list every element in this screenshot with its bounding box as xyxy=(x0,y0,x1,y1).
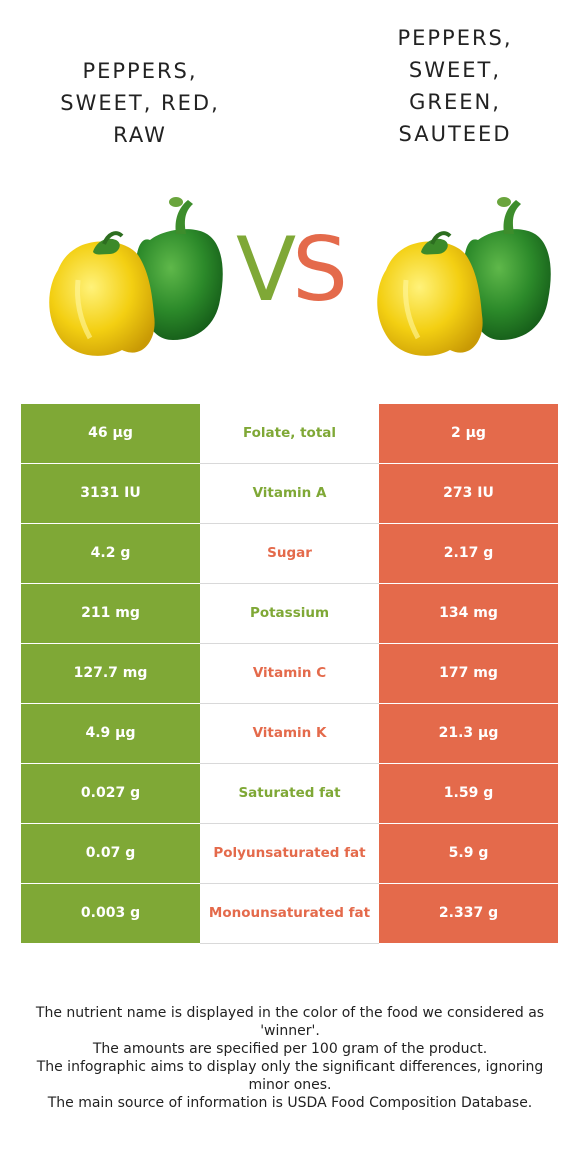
right-value: 21.3 µg xyxy=(379,704,558,763)
vs-label: VS xyxy=(225,220,355,320)
left-food-image xyxy=(49,197,223,356)
right-value: 177 mg xyxy=(379,644,558,703)
left-value: 4.2 g xyxy=(21,524,200,583)
nutrient-name: Vitamin K xyxy=(200,704,379,763)
left-food-title: PEPPERS, SWEET, RED, RAW xyxy=(25,55,255,151)
footer-line: The amounts are specified per 100 gram o… xyxy=(92,1041,488,1057)
left-value: 4.9 µg xyxy=(21,704,200,763)
table-row: 0.07 g Polyunsaturated fat 5.9 g xyxy=(21,824,558,884)
right-value: 1.59 g xyxy=(379,764,558,823)
right-food-title-line: PEPPERS, xyxy=(397,26,513,50)
right-food-title-line: SAUTEED xyxy=(398,122,512,146)
footer-line: The nutrient name is displayed in the co… xyxy=(35,1005,545,1039)
vs-v: V xyxy=(235,218,296,321)
nutrient-name: Potassium xyxy=(200,584,379,643)
left-value: 0.07 g xyxy=(21,824,200,883)
table-row: 46 µg Folate, total 2 µg xyxy=(21,404,558,464)
right-value: 2.337 g xyxy=(379,884,558,943)
table-row: 0.027 g Saturated fat 1.59 g xyxy=(21,764,558,824)
table-row: 127.7 mg Vitamin C 177 mg xyxy=(21,644,558,704)
left-value: 0.027 g xyxy=(21,764,200,823)
left-food-title-line: SWEET, RED, xyxy=(60,91,220,115)
right-value: 2.17 g xyxy=(379,524,558,583)
table-row: 3131 IU Vitamin A 273 IU xyxy=(21,464,558,524)
right-food-image xyxy=(377,197,551,356)
right-value: 2 µg xyxy=(379,404,558,463)
left-food-title-line: RAW xyxy=(113,123,167,147)
footer-line: The infographic aims to display only the… xyxy=(36,1059,544,1093)
vs-s: S xyxy=(292,218,348,321)
nutrient-name: Folate, total xyxy=(200,404,379,463)
left-value: 3131 IU xyxy=(21,464,200,523)
right-food-title-line: GREEN, xyxy=(409,90,501,114)
left-food-title-line: PEPPERS, xyxy=(82,59,198,83)
right-value: 273 IU xyxy=(379,464,558,523)
footer-notes: The nutrient name is displayed in the co… xyxy=(20,1004,560,1112)
table-row: 0.003 g Monounsaturated fat 2.337 g xyxy=(21,884,558,944)
table-row: 4.9 µg Vitamin K 21.3 µg xyxy=(21,704,558,764)
left-value: 0.003 g xyxy=(21,884,200,943)
nutrient-name: Saturated fat xyxy=(200,764,379,823)
table-row: 211 mg Potassium 134 mg xyxy=(21,584,558,644)
nutrient-name: Vitamin A xyxy=(200,464,379,523)
nutrient-name: Sugar xyxy=(200,524,379,583)
nutrient-name: Monounsaturated fat xyxy=(200,884,379,943)
left-value: 46 µg xyxy=(21,404,200,463)
table-row: 4.2 g Sugar 2.17 g xyxy=(21,524,558,584)
nutrient-name: Polyunsaturated fat xyxy=(200,824,379,883)
left-value: 211 mg xyxy=(21,584,200,643)
right-food-title-line: SWEET, xyxy=(408,58,502,82)
nutrient-name: Vitamin C xyxy=(200,644,379,703)
right-food-title: PEPPERS, SWEET, GREEN, SAUTEED xyxy=(340,22,570,150)
footer-line: The main source of information is USDA F… xyxy=(47,1095,533,1111)
left-value: 127.7 mg xyxy=(21,644,200,703)
right-value: 5.9 g xyxy=(379,824,558,883)
comparison-table: 46 µg Folate, total 2 µg 3131 IU Vitamin… xyxy=(21,404,558,944)
right-value: 134 mg xyxy=(379,584,558,643)
